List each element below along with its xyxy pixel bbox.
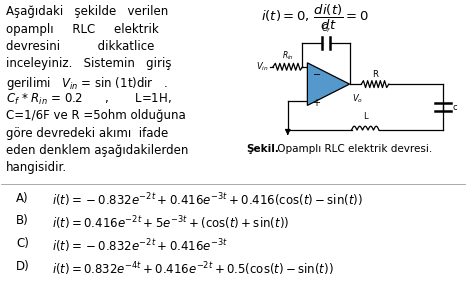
- Text: eden denklem aşağıdakilerden: eden denklem aşağıdakilerden: [6, 144, 189, 157]
- Text: Şekil.: Şekil.: [246, 144, 280, 154]
- Text: c: c: [453, 103, 457, 112]
- Text: C=1/6F ve R =5ohm olduğuna: C=1/6F ve R =5ohm olduğuna: [6, 110, 186, 122]
- Text: opamplı     RLC     elektrik: opamplı RLC elektrik: [6, 23, 159, 36]
- Text: inceleyiniz.   Sistemin   giriş: inceleyiniz. Sistemin giriş: [6, 57, 172, 70]
- Text: R: R: [372, 70, 378, 79]
- Text: devresini          dikkatlice: devresini dikkatlice: [6, 40, 155, 53]
- Text: $+$: $+$: [312, 98, 321, 109]
- Text: Aşağıdaki   şekilde   verilen: Aşağıdaki şekilde verilen: [6, 5, 169, 18]
- Text: $i(t) = -0.832e^{-2t} + 0.416e^{-3t} + 0.416(\cos(t) - \sin(t))$: $i(t) = -0.832e^{-2t} + 0.416e^{-3t} + 0…: [53, 192, 364, 209]
- Text: Opamplı RLC elektrik devresi.: Opamplı RLC elektrik devresi.: [274, 144, 432, 154]
- Text: A): A): [16, 192, 29, 205]
- Text: $V_o$: $V_o$: [352, 92, 363, 104]
- Text: gerilimi   $V_{in}$ = sin (1t)dir   .: gerilimi $V_{in}$ = sin (1t)dir .: [6, 75, 168, 92]
- Polygon shape: [307, 63, 349, 105]
- Text: $i(t) = 0,\,\dfrac{di(t)}{dt} = 0$: $i(t) = 0,\,\dfrac{di(t)}{dt} = 0$: [261, 3, 369, 32]
- Text: $-$: $-$: [312, 68, 321, 78]
- Text: $i(t) = 0.416e^{-2t} + 5e^{-3t} + (\cos(t) + \sin(t))$: $i(t) = 0.416e^{-2t} + 5e^{-3t} + (\cos(…: [53, 214, 290, 232]
- Text: hangisidir.: hangisidir.: [6, 161, 67, 174]
- Text: $i(t) = -0.832e^{-2t} + 0.416e^{-3t}$: $i(t) = -0.832e^{-2t} + 0.416e^{-3t}$: [53, 237, 228, 255]
- Text: göre devredeki akımı  ifade: göre devredeki akımı ifade: [6, 127, 169, 140]
- Text: B): B): [16, 214, 29, 227]
- Text: D): D): [16, 260, 30, 273]
- Text: L: L: [363, 112, 367, 121]
- Text: $C_f$ * $R_{in}$ = 0.2      ,       L=1H,: $C_f$ * $R_{in}$ = 0.2 , L=1H,: [6, 92, 172, 107]
- Text: $i(t) = 0.832e^{-4t} + 0.416e^{-2t} + 0.5(\cos(t) - \sin(t))$: $i(t) = 0.832e^{-4t} + 0.416e^{-2t} + 0.…: [53, 260, 334, 278]
- Text: C): C): [16, 237, 29, 250]
- Text: $R_{in}$: $R_{in}$: [282, 49, 294, 62]
- Text: $V_{in}$: $V_{in}$: [256, 61, 269, 73]
- Text: $C_f$: $C_f$: [321, 22, 331, 35]
